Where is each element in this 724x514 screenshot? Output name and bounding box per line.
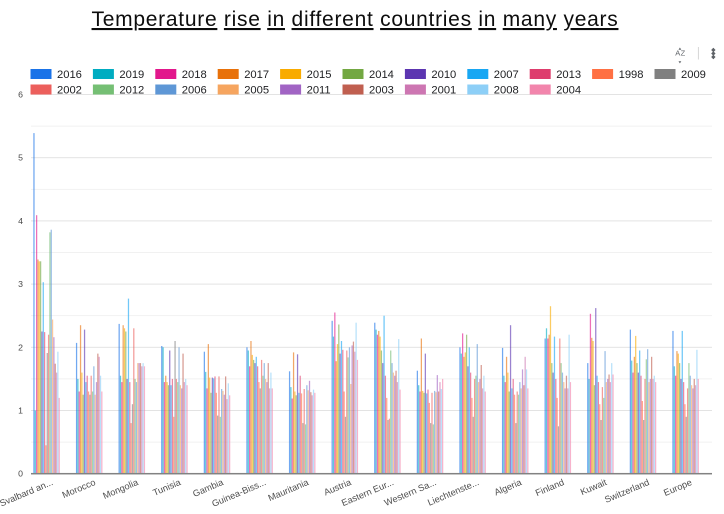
- svg-text:2003: 2003: [369, 85, 394, 97]
- svg-text:2010: 2010: [431, 69, 456, 81]
- svg-text:2009: 2009: [681, 69, 706, 81]
- svg-text:2019: 2019: [119, 69, 144, 81]
- svg-text:Temperature rise in different: Temperature rise in different countries …: [92, 8, 619, 31]
- svg-text:2016: 2016: [57, 69, 82, 81]
- svg-text:2004: 2004: [556, 85, 581, 97]
- svg-text:2005: 2005: [244, 85, 269, 97]
- svg-text:2013: 2013: [556, 69, 581, 81]
- svg-text:5: 5: [18, 153, 23, 163]
- svg-text:2006: 2006: [182, 85, 207, 97]
- svg-text:2001: 2001: [431, 85, 456, 97]
- svg-text:2018: 2018: [182, 69, 207, 81]
- svg-text:2011: 2011: [307, 85, 331, 97]
- svg-text:1998: 1998: [619, 69, 644, 81]
- svg-text:4: 4: [18, 216, 23, 226]
- svg-text:2014: 2014: [369, 69, 394, 81]
- svg-text:6: 6: [18, 90, 23, 100]
- svg-text:2002: 2002: [57, 85, 82, 97]
- svg-text:2: 2: [18, 342, 23, 352]
- svg-text:3: 3: [18, 279, 23, 289]
- svg-text:2007: 2007: [494, 69, 519, 81]
- svg-text:0: 0: [18, 469, 23, 479]
- svg-text:2015: 2015: [307, 69, 332, 81]
- svg-text:2008: 2008: [494, 85, 519, 97]
- svg-text:AZ: AZ: [675, 49, 685, 58]
- svg-text:2017: 2017: [244, 69, 269, 81]
- svg-text:2012: 2012: [119, 85, 144, 97]
- svg-text:1: 1: [18, 406, 23, 416]
